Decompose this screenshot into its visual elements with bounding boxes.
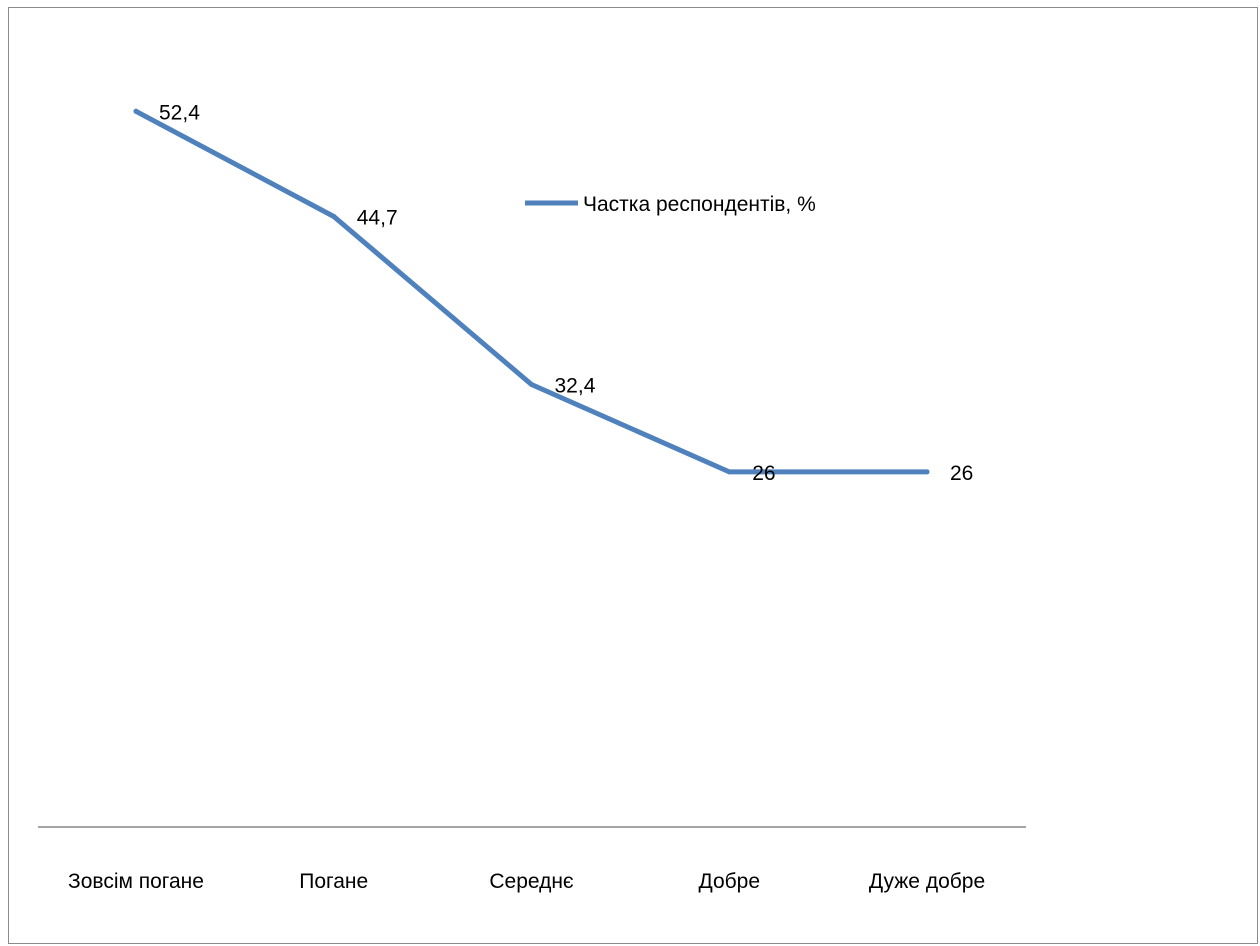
category-label: Середнє: [489, 870, 574, 893]
legend-label: Частка респондентів, %: [583, 193, 816, 216]
data-point: [133, 108, 139, 114]
data-label-layer: 52,4 44,7 32,4 26 26: [159, 101, 973, 485]
data-point: [331, 213, 337, 219]
data-label: 26: [950, 462, 973, 485]
category-label: Зовсім погане: [68, 870, 204, 893]
category-axis-labels: Зовсім погане Погане Середнє Добре Дуже добр…: [68, 870, 985, 893]
data-point: [924, 469, 930, 475]
data-point: [726, 469, 732, 475]
series-line: [133, 108, 930, 475]
category-label: Погане: [299, 870, 368, 893]
chart-frame: [8, 7, 1258, 944]
series-layer: [133, 108, 930, 475]
data-label: 26: [752, 462, 775, 485]
data-point: [529, 381, 534, 387]
data-label: 52,4: [159, 101, 200, 124]
category-label: Дуже добре: [869, 870, 985, 893]
data-label: 44,7: [357, 206, 398, 229]
legend: Частка респондентів, %: [525, 193, 816, 216]
data-label: 32,4: [555, 374, 596, 397]
category-label: Добре: [698, 870, 760, 893]
